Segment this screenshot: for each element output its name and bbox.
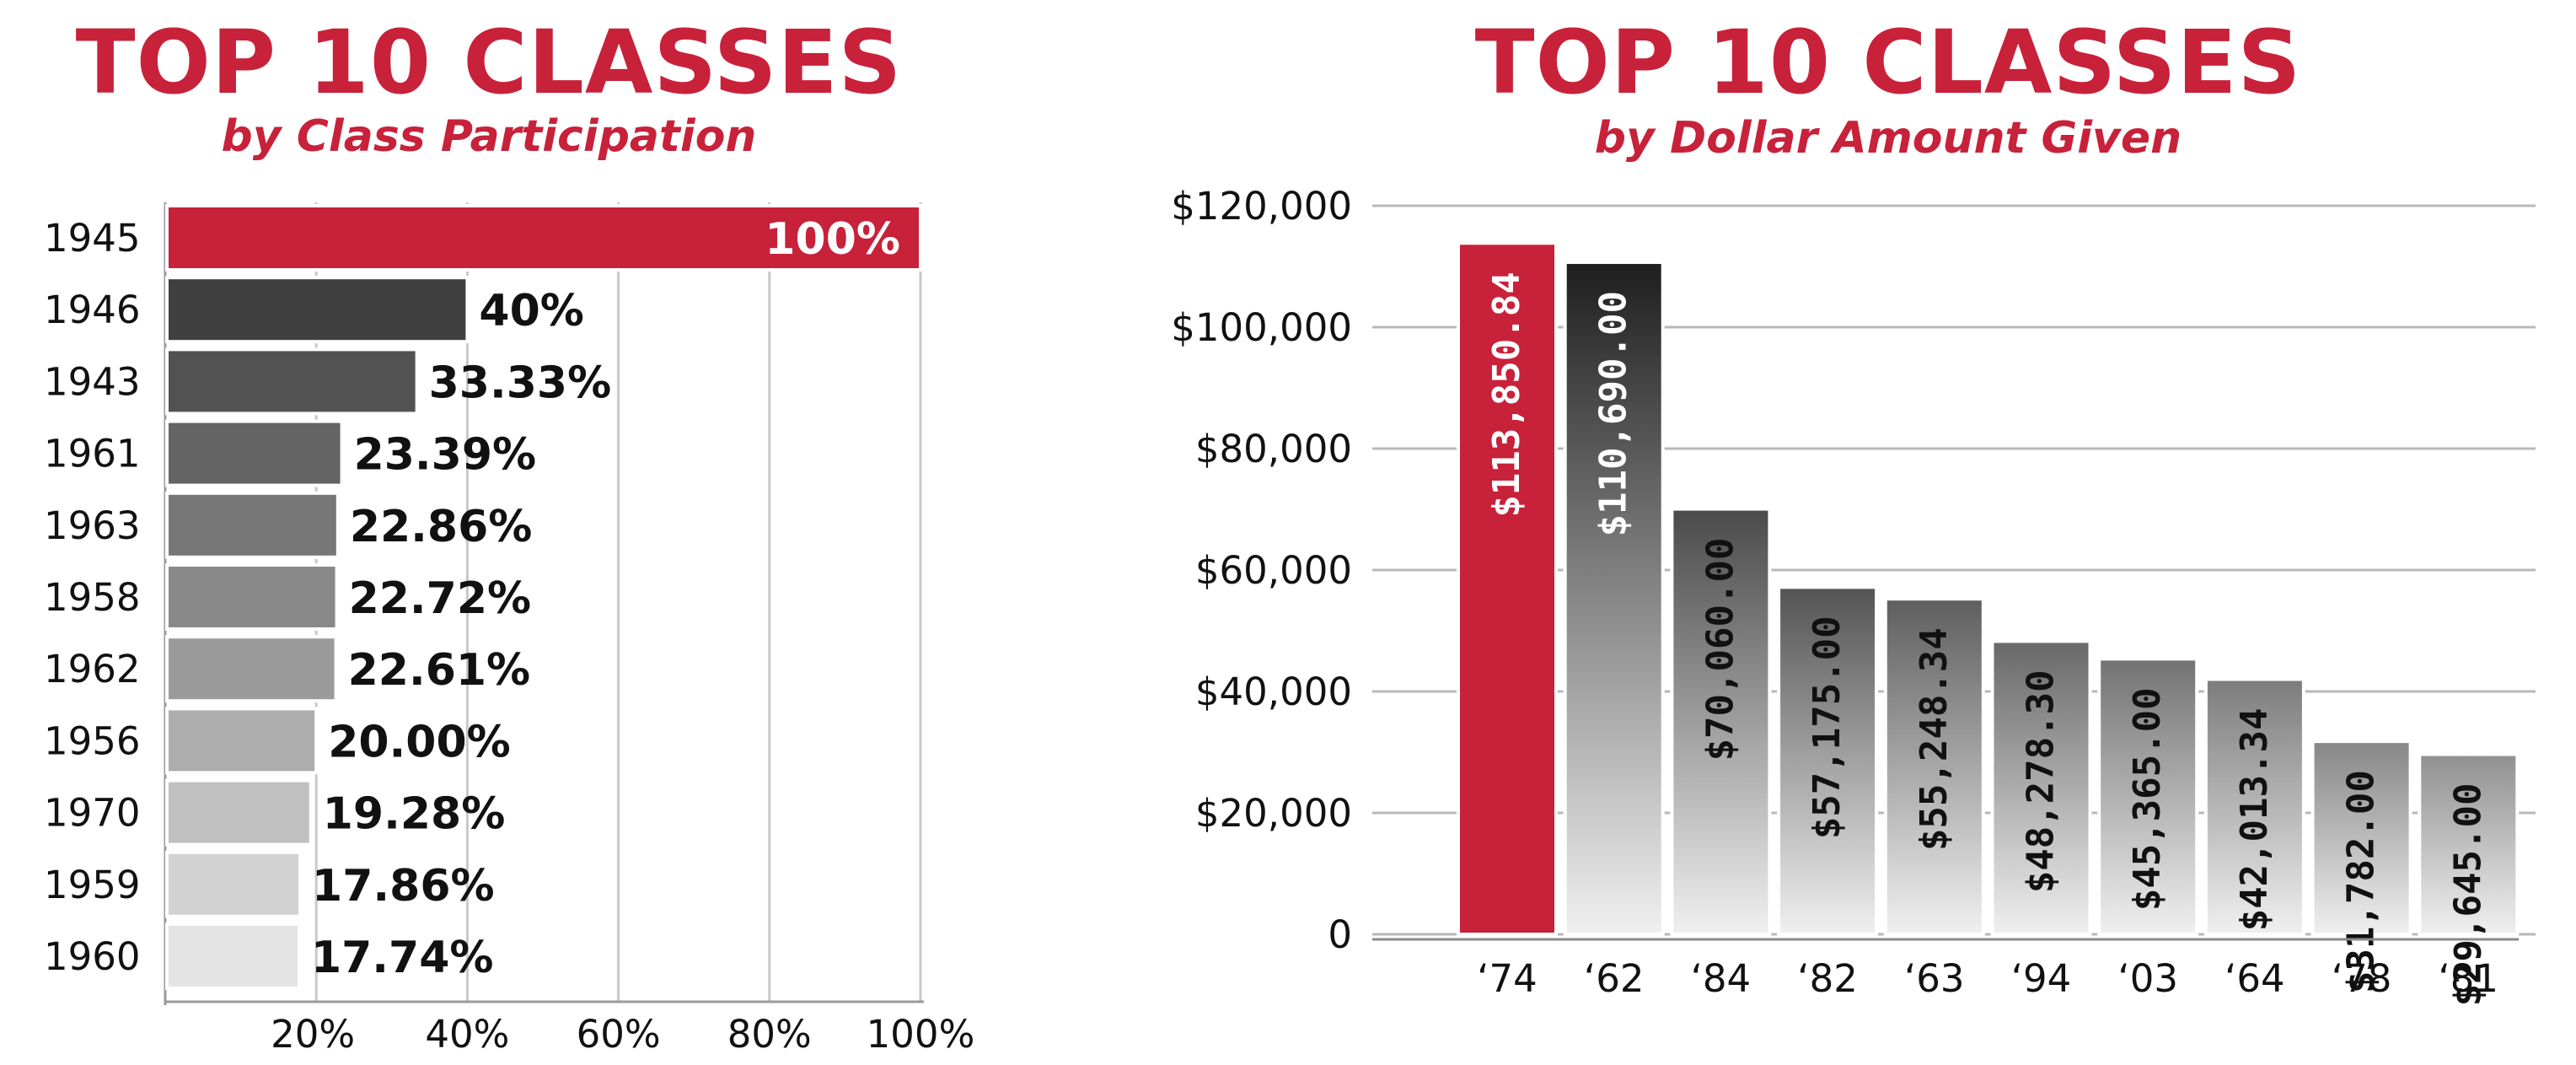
data-label: 33.33% [429, 358, 612, 408]
bar [165, 419, 344, 487]
y-tick-label: 1945 [44, 216, 141, 261]
data-label: 17.74% [311, 933, 494, 983]
data-label: $31,782.00 [2340, 770, 2383, 993]
participation-chart-subtitle: by Class Participation [221, 111, 757, 162]
y-tick-label: $80,000 [1195, 427, 1352, 471]
data-label: 17.86% [312, 861, 495, 912]
data-label: 19.28% [323, 789, 506, 840]
data-label: $57,175.00 [1806, 616, 1849, 839]
dollar-chart-panel: TOP 10 CLASSES by Dollar Amount Given 0 $… [1096, 0, 2576, 1065]
data-label: $113,850.84 [1485, 272, 1528, 517]
data-label: $45,365.00 [2126, 687, 2169, 911]
participation-bar-chart: 1945 100% 1946 40% 1943 33.33% 1961 23.39% 1963 2… [44, 202, 975, 1057]
y-tick-label: $100,000 [1171, 305, 1352, 350]
x-tick-label: ‘78 [2332, 956, 2392, 1001]
y-tick-label: 1956 [44, 718, 141, 763]
bar [1670, 507, 1772, 936]
data-label: 22.61% [348, 645, 531, 696]
data-label: $55,248.34 [1913, 627, 1956, 851]
x-tick-label: ‘81 [2439, 956, 2499, 1001]
dollar-chart-subtitle: by Dollar Amount Given [1594, 113, 2182, 164]
bar [165, 707, 319, 775]
y-tick-label: 1963 [44, 503, 141, 548]
dollar-chart-title: TOP 10 CLASSES [1474, 11, 2302, 114]
y-tick-label: $60,000 [1195, 548, 1352, 593]
bar [2418, 752, 2520, 937]
x-tick-label: ‘62 [1584, 956, 1645, 1001]
y-tick-label: 0 [1328, 912, 1352, 957]
bar [165, 922, 301, 990]
bar [165, 563, 339, 631]
data-label: $42,013.34 [2233, 708, 2276, 932]
data-label: 100% [765, 214, 900, 265]
y-tick-label: 1960 [44, 934, 141, 979]
x-tick-label: ‘03 [2117, 956, 2178, 1001]
bar [1563, 261, 1665, 937]
y-tick-label: 1946 [44, 288, 141, 332]
x-tick-label: ‘84 [1691, 956, 1752, 1001]
bar [165, 850, 303, 918]
bar [165, 778, 313, 847]
x-tick-label: 80% [727, 1012, 812, 1057]
x-tick-label: ‘63 [1904, 956, 1965, 1001]
x-tick-label: 40% [425, 1012, 509, 1057]
y-tick-label: $120,000 [1171, 184, 1352, 229]
bar [2310, 740, 2412, 937]
data-label: 20.00% [328, 717, 511, 767]
y-tick-label: 1958 [44, 575, 141, 620]
participation-chart-title: TOP 10 CLASSES [75, 11, 903, 114]
x-tick-label: ‘82 [1797, 956, 1858, 1001]
x-tick-label: ‘94 [2011, 956, 2072, 1001]
x-tick-label: 20% [271, 1012, 355, 1057]
data-label: $29,645.00 [2446, 783, 2489, 1007]
bar [1883, 597, 1985, 937]
dollar-bar-chart: 0 $20,000 $40,000 $60,000 $80,000 $100,000 $12… [1171, 184, 2536, 1007]
bar [1457, 241, 1558, 937]
y-tick-label: $40,000 [1195, 670, 1352, 714]
data-label: 40% [479, 286, 583, 336]
bar [165, 204, 922, 272]
x-tick-label: ‘74 [1477, 956, 1538, 1001]
x-tick-label: 60% [577, 1012, 661, 1057]
data-label: 22.72% [349, 573, 532, 624]
bar [165, 635, 338, 703]
y-tick-label: 1970 [44, 791, 141, 836]
x-tick-label: ‘64 [2224, 956, 2285, 1001]
y-tick-label: 1959 [44, 863, 141, 907]
bar [1777, 585, 1879, 937]
y-tick-label: 1943 [44, 359, 141, 404]
bar [2203, 677, 2305, 937]
data-label: 23.39% [354, 430, 537, 481]
y-tick-label: 1962 [44, 647, 141, 691]
data-label: 22.86% [350, 502, 533, 552]
data-label: $48,278.30 [2020, 670, 2063, 893]
bar [1990, 639, 2092, 936]
y-tick-label: 1961 [44, 432, 141, 476]
data-label: $110,690.00 [1592, 291, 1635, 536]
x-tick-label: 100% [867, 1012, 975, 1057]
y-tick-label: $20,000 [1195, 791, 1352, 836]
bar [2097, 657, 2199, 936]
bar [165, 276, 470, 344]
data-label: $70,060.00 [1699, 538, 1741, 761]
bar [165, 491, 340, 559]
bar [165, 347, 419, 416]
participation-chart-panel: TOP 10 CLASSES by Class Participation 19… [0, 0, 1012, 1065]
